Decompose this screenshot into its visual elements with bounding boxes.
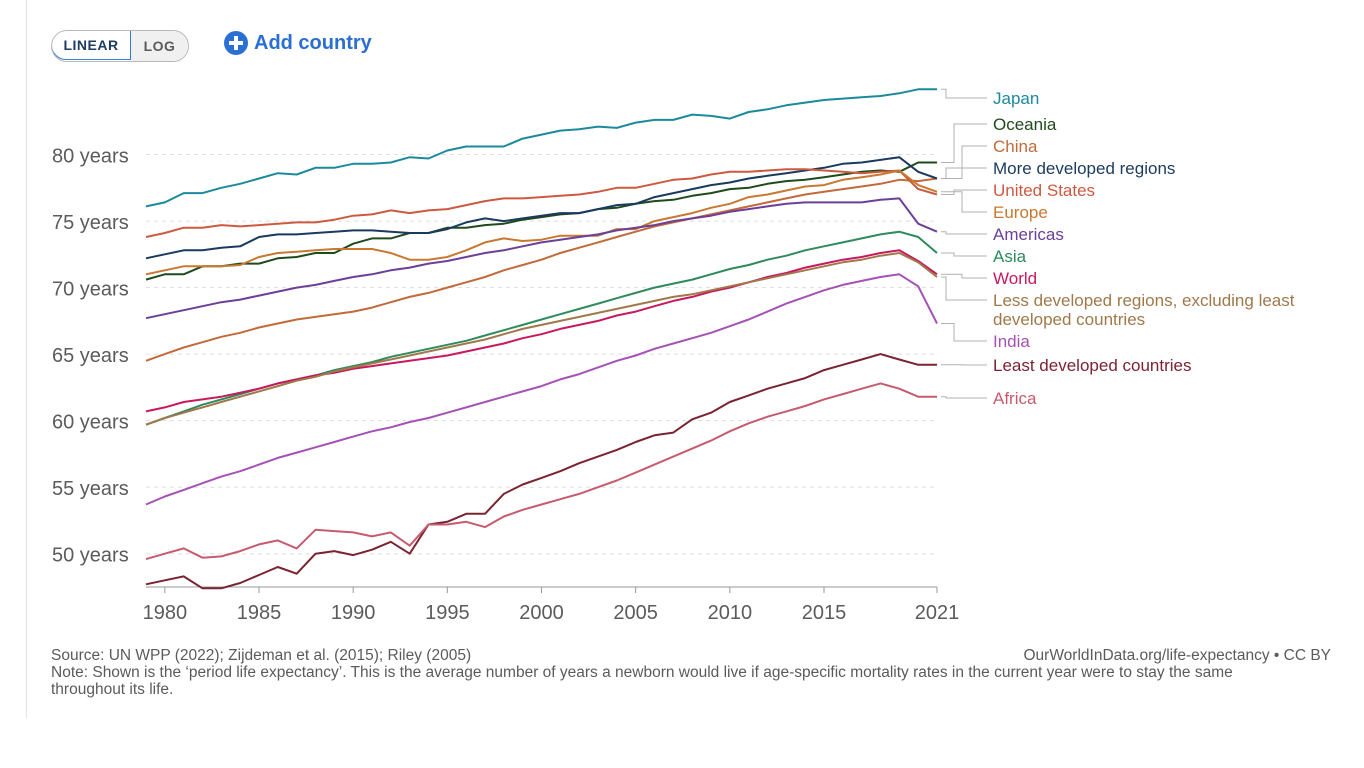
- label-connector: [941, 231, 987, 235]
- series-line[interactable]: [145, 161, 937, 281]
- label-connector: [941, 252, 987, 257]
- series-label[interactable]: Least developed countries: [993, 356, 1191, 375]
- axis-layer: 50 years 55 years 60 years 65 years 70 years…: [52, 146, 959, 624]
- series-layer: [145, 88, 938, 590]
- x-tick-label: 2021: [915, 602, 960, 624]
- series-label[interactable]: World: [993, 269, 1037, 288]
- y-tick-label: 60 years: [52, 412, 129, 434]
- series-line[interactable]: [145, 169, 938, 276]
- log-scale-button[interactable]: LOG: [131, 31, 188, 61]
- x-tick-label: 1990: [331, 602, 376, 624]
- label-connector: [941, 323, 987, 342]
- x-tick-label: 1980: [143, 602, 188, 624]
- label-connector: [941, 88, 987, 99]
- source-text: Source: UN WPP (2022); Zijdeman et al. (…: [51, 647, 472, 664]
- grid-layer: [146, 154, 937, 555]
- x-tick-label: 2000: [519, 602, 564, 624]
- add-country-button[interactable]: Add country: [224, 31, 372, 55]
- life-expectancy-chart: 50 years 55 years 60 years 65 years 70 years…: [52, 88, 1295, 624]
- y-tick-label: 80 years: [52, 146, 129, 168]
- y-tick-label: 65 years: [52, 345, 129, 367]
- y-tick-label: 55 years: [52, 478, 129, 500]
- series-line[interactable]: [145, 249, 938, 413]
- series-line[interactable]: [145, 88, 937, 208]
- series-line[interactable]: [145, 168, 938, 238]
- x-tick-label: 1985: [237, 602, 282, 624]
- left-divider: [26, 0, 27, 718]
- x-tick-label: 2010: [708, 602, 753, 624]
- series-label[interactable]: Europe: [993, 203, 1048, 222]
- series-label[interactable]: India: [993, 332, 1030, 351]
- note-text: Note: Shown is the ‘period life expectan…: [51, 664, 1233, 698]
- series-line[interactable]: [145, 382, 937, 561]
- x-tick-label: 2005: [613, 602, 658, 624]
- x-tick-label: 2015: [802, 602, 847, 624]
- series-label[interactable]: Asia: [993, 247, 1027, 266]
- y-tick-label: 70 years: [52, 279, 129, 301]
- series-label[interactable]: Americas: [993, 225, 1064, 244]
- series-label[interactable]: More developed regions: [993, 159, 1175, 178]
- label-connector: [941, 191, 987, 213]
- label-connector: [941, 123, 987, 163]
- chart-footer: Source: UN WPP (2022); Zijdeman et al. (…: [51, 647, 1331, 698]
- y-tick-label: 50 years: [52, 545, 129, 567]
- add-country-label: Add country: [254, 31, 372, 54]
- label-layer: Japan Oceania China More developed regions U…: [941, 88, 1295, 408]
- series-line[interactable]: [145, 177, 938, 362]
- series-line[interactable]: [145, 252, 938, 426]
- label-connector: [941, 167, 987, 179]
- series-line[interactable]: [145, 273, 938, 506]
- series-line[interactable]: [145, 353, 937, 590]
- label-connector: [941, 396, 987, 399]
- series-label[interactable]: Oceania: [993, 115, 1057, 134]
- series-label[interactable]: United States: [993, 181, 1095, 200]
- label-connector: [941, 145, 987, 179]
- series-label[interactable]: China: [993, 137, 1038, 156]
- label-connector: [941, 273, 987, 279]
- credit-link[interactable]: OurWorldInData.org/life-expectancy • CC …: [1023, 647, 1331, 664]
- scale-toggle: LINEAR LOG: [51, 30, 189, 62]
- plus-circle-icon: [224, 31, 248, 55]
- series-label[interactable]: Africa: [993, 389, 1037, 408]
- series-line[interactable]: [145, 156, 938, 260]
- x-tick-label: 1995: [425, 602, 470, 624]
- y-tick-label: 75 years: [52, 212, 129, 234]
- series-line[interactable]: [145, 197, 938, 320]
- label-connector: [941, 276, 987, 301]
- linear-scale-button[interactable]: LINEAR: [52, 31, 131, 60]
- series-label[interactable]: Japan: [993, 89, 1039, 108]
- series-label[interactable]: Less developed regions, excluding least d…: [993, 291, 1295, 329]
